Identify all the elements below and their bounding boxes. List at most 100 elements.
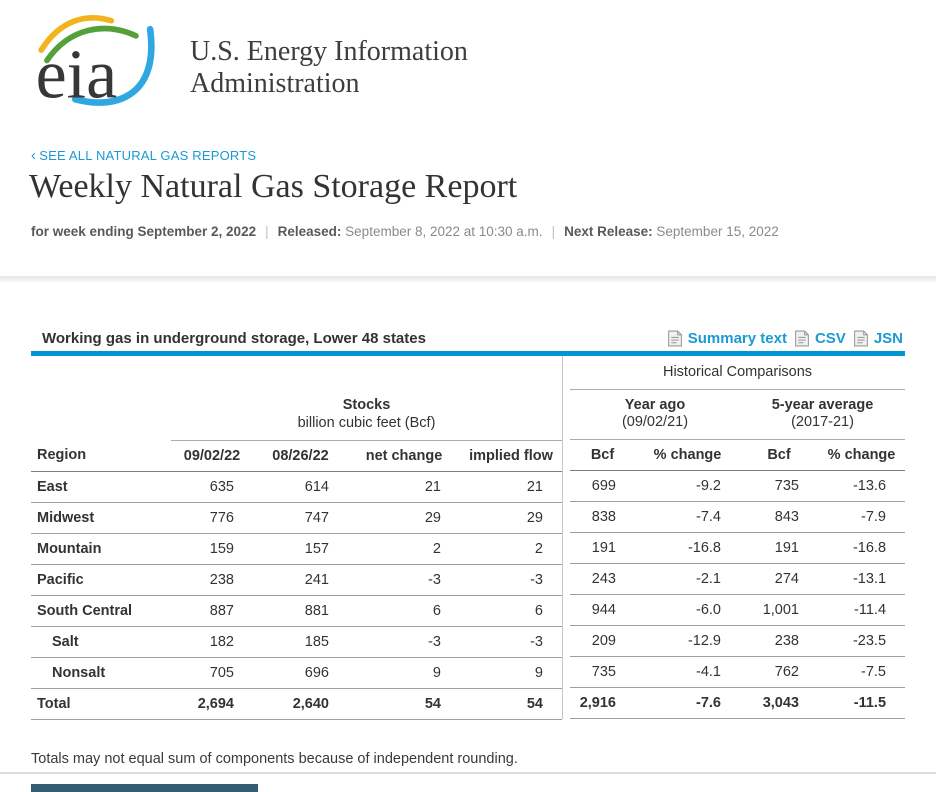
- value-cell: 238: [740, 625, 818, 657]
- accent-rule: [31, 351, 905, 356]
- value-cell: -6.0: [635, 594, 740, 626]
- value-cell: 735: [570, 656, 635, 688]
- value-cell: 635: [171, 471, 253, 503]
- next-release-label: Next Release:: [564, 224, 653, 239]
- logo-text: eia: [36, 36, 118, 110]
- value-cell: 747: [253, 502, 348, 534]
- region-cell: East: [31, 471, 171, 503]
- value-cell: 2: [348, 533, 460, 565]
- csv-link[interactable]: CSV: [794, 330, 846, 347]
- region-cell: Pacific: [31, 564, 171, 596]
- five-year-subtitle: (2017-21): [791, 414, 854, 430]
- table-row: Total 2,694 2,640 54 54: [31, 688, 562, 720]
- value-cell: 2,640: [253, 688, 348, 720]
- logo-arc-green: [44, 25, 139, 64]
- jsn-link[interactable]: JSN: [853, 330, 903, 347]
- year-ago-title: Year ago: [624, 396, 686, 413]
- see-all-reports-link[interactable]: ‹ SEE ALL NATURAL GAS REPORTS: [31, 147, 257, 164]
- page-title: Weekly Natural Gas Storage Report: [29, 168, 518, 205]
- value-cell: 614: [253, 471, 348, 503]
- year-ago-subtitle: (09/02/21): [621, 414, 689, 430]
- table-title: Working gas in underground storage, Lowe…: [42, 330, 426, 347]
- stocks-table: Stocks billion cubic feet (Bcf) Region 0…: [31, 356, 562, 720]
- value-cell: 9: [348, 657, 460, 689]
- next-release-value: September 15, 2022: [656, 224, 779, 239]
- value-cell: -16.8: [635, 532, 740, 564]
- table-row: Midwest 776 747 29 29: [31, 502, 562, 534]
- stocks-group-header: Stocks billion cubic feet (Bcf): [31, 390, 562, 441]
- value-cell: 3,043: [740, 687, 818, 719]
- value-cell: 29: [348, 502, 460, 534]
- value-cell: 159: [171, 533, 253, 565]
- footer-dark-bar: [31, 784, 258, 792]
- value-cell: 21: [460, 471, 562, 503]
- logo-arc-yellow: [38, 15, 115, 53]
- released-label: Released:: [277, 224, 342, 239]
- value-cell: 696: [253, 657, 348, 689]
- value-cell: -11.4: [818, 594, 906, 626]
- value-cell: -3: [348, 564, 460, 596]
- value-cell: -3: [460, 564, 562, 596]
- historical-table: Historical Comparisons Year ago (09/02/2…: [570, 356, 906, 719]
- value-cell: -7.5: [818, 656, 906, 688]
- value-cell: 191: [570, 532, 635, 564]
- value-cell: 54: [348, 688, 460, 720]
- document-icon: [667, 330, 682, 347]
- value-cell: 185: [253, 626, 348, 658]
- table-row: Salt 182 185 -3 -3: [31, 626, 562, 658]
- historical-title: Historical Comparisons: [570, 356, 906, 390]
- table-row: 2,916 -7.6 3,043 -11.5: [570, 687, 906, 719]
- column-header-row: Bcf % change Bcf % change: [570, 439, 906, 471]
- region-cell: Nonsalt: [31, 657, 171, 689]
- value-cell: 243: [570, 563, 635, 595]
- table-row: East 635 614 21 21: [31, 471, 562, 503]
- value-cell: -16.8: [818, 532, 906, 564]
- release-date-line: for week ending September 2, 2022 | Releas…: [31, 224, 779, 239]
- spacer-row: [31, 356, 562, 390]
- region-cell: Total: [31, 688, 171, 720]
- value-cell: 735: [740, 470, 818, 502]
- masthead: eia U.S. Energy Information Administrati…: [28, 10, 468, 110]
- value-cell: -3: [460, 626, 562, 658]
- value-cell: 2,916: [570, 687, 635, 719]
- value-cell: 699: [570, 470, 635, 502]
- column-header-prior-week: 08/26/22: [253, 440, 348, 472]
- table-row: Mountain 159 157 2 2: [31, 533, 562, 565]
- value-cell: 1,001: [740, 594, 818, 626]
- value-cell: 209: [570, 625, 635, 657]
- week-ending: for week ending September 2, 2022: [31, 224, 257, 239]
- value-cell: 944: [570, 594, 635, 626]
- column-header-yearago-pct: % change: [635, 439, 740, 471]
- value-cell: 241: [253, 564, 348, 596]
- document-icon: [853, 330, 868, 347]
- value-cell: 238: [171, 564, 253, 596]
- column-header-row: Region 09/02/22 08/26/22 net change impl…: [31, 440, 562, 472]
- table-row: South Central 887 881 6 6: [31, 595, 562, 627]
- value-cell: 843: [740, 501, 818, 533]
- value-cell: 762: [740, 656, 818, 688]
- value-cell: -7.6: [635, 687, 740, 719]
- footer-divider: [0, 772, 936, 774]
- value-cell: -3: [348, 626, 460, 658]
- storage-table: Stocks billion cubic feet (Bcf) Region 0…: [31, 356, 906, 720]
- value-cell: -13.6: [818, 470, 906, 502]
- table-row: 944 -6.0 1,001 -11.4: [570, 594, 906, 626]
- value-cell: 6: [348, 595, 460, 627]
- value-cell: 2,694: [171, 688, 253, 720]
- five-year-title: 5-year average: [771, 396, 874, 413]
- value-cell: 21: [348, 471, 460, 503]
- column-header-implied-flow: implied flow: [460, 440, 562, 472]
- region-cell: South Central: [31, 595, 171, 627]
- value-cell: -13.1: [818, 563, 906, 595]
- table-row: Nonsalt 705 696 9 9: [31, 657, 562, 689]
- table-row: 838 -7.4 843 -7.9: [570, 501, 906, 533]
- column-header-5yr-pct: % change: [818, 439, 906, 471]
- table-row: 243 -2.1 274 -13.1: [570, 563, 906, 595]
- comparison-group-header: Year ago (09/02/21) 5-year average (2017…: [570, 389, 906, 440]
- value-cell: 29: [460, 502, 562, 534]
- value-cell: 887: [171, 595, 253, 627]
- value-cell: 6: [460, 595, 562, 627]
- table-footnote: Totals may not equal sum of components b…: [31, 751, 518, 767]
- column-header-region: Region: [31, 440, 171, 472]
- summary-text-link[interactable]: Summary text: [667, 330, 787, 347]
